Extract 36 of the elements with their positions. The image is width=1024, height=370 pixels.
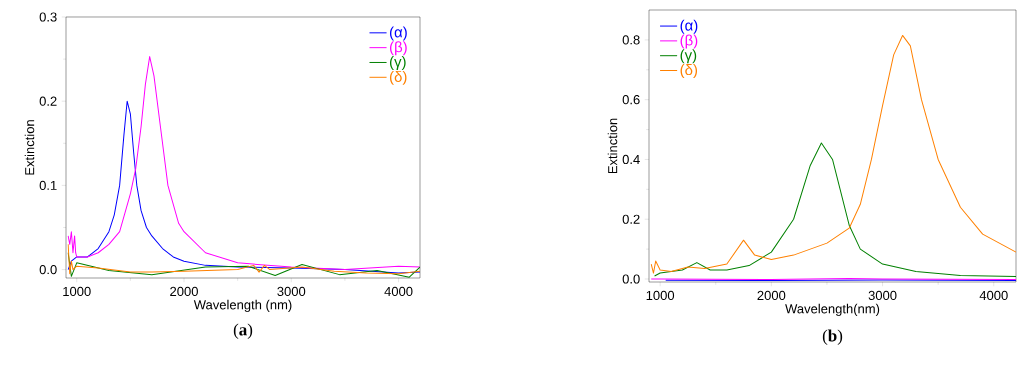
y-tick-label: 0.6 [622,95,640,105]
x-axis-title: Wavelength(nm) [785,303,880,316]
x-tick-label: 3000 [868,290,897,300]
legend-label: (γ) [389,56,406,71]
legend-label: (α) [389,26,407,41]
x-tick-label: 2000 [170,286,198,296]
legend-label: (δ) [680,64,698,79]
legend-label: (β) [389,41,407,56]
y-axis-title: Extinction [607,118,618,174]
y-tick-label: 0.1 [39,180,57,190]
x-tick-label: 2000 [757,290,786,300]
y-tick-label: 0.0 [39,264,57,275]
line-series [654,142,1017,278]
x-tick-label: 3000 [277,286,306,296]
line-series [67,100,421,274]
text: (a) [233,323,253,339]
line-series [67,243,421,275]
y-tick-label: 0.0 [622,274,640,284]
line-series [67,56,421,271]
y-tick-label: 0.8 [622,35,640,45]
x-tick-label: 4000 [384,286,413,296]
line-series [650,34,1017,274]
y-tick-label: 0.2 [622,214,640,224]
legend-label: (β) [680,34,698,49]
y-tick-label: 0.3 [39,12,57,22]
legend-label: (γ) [680,49,697,64]
text: (b) [822,329,843,345]
y-tick-label: 0.2 [39,96,57,106]
x-axis-title: Wavelength (nm) [193,299,292,312]
y-axis-title: Extinction [24,120,35,175]
x-tick-label: 4000 [979,290,1008,300]
y-tick-label: 0.4 [622,154,640,165]
x-tick-label: 1000 [63,286,91,296]
legend-label: (δ) [389,70,407,85]
x-tick-label: 1000 [646,290,675,300]
legend-label: (α) [680,19,698,34]
